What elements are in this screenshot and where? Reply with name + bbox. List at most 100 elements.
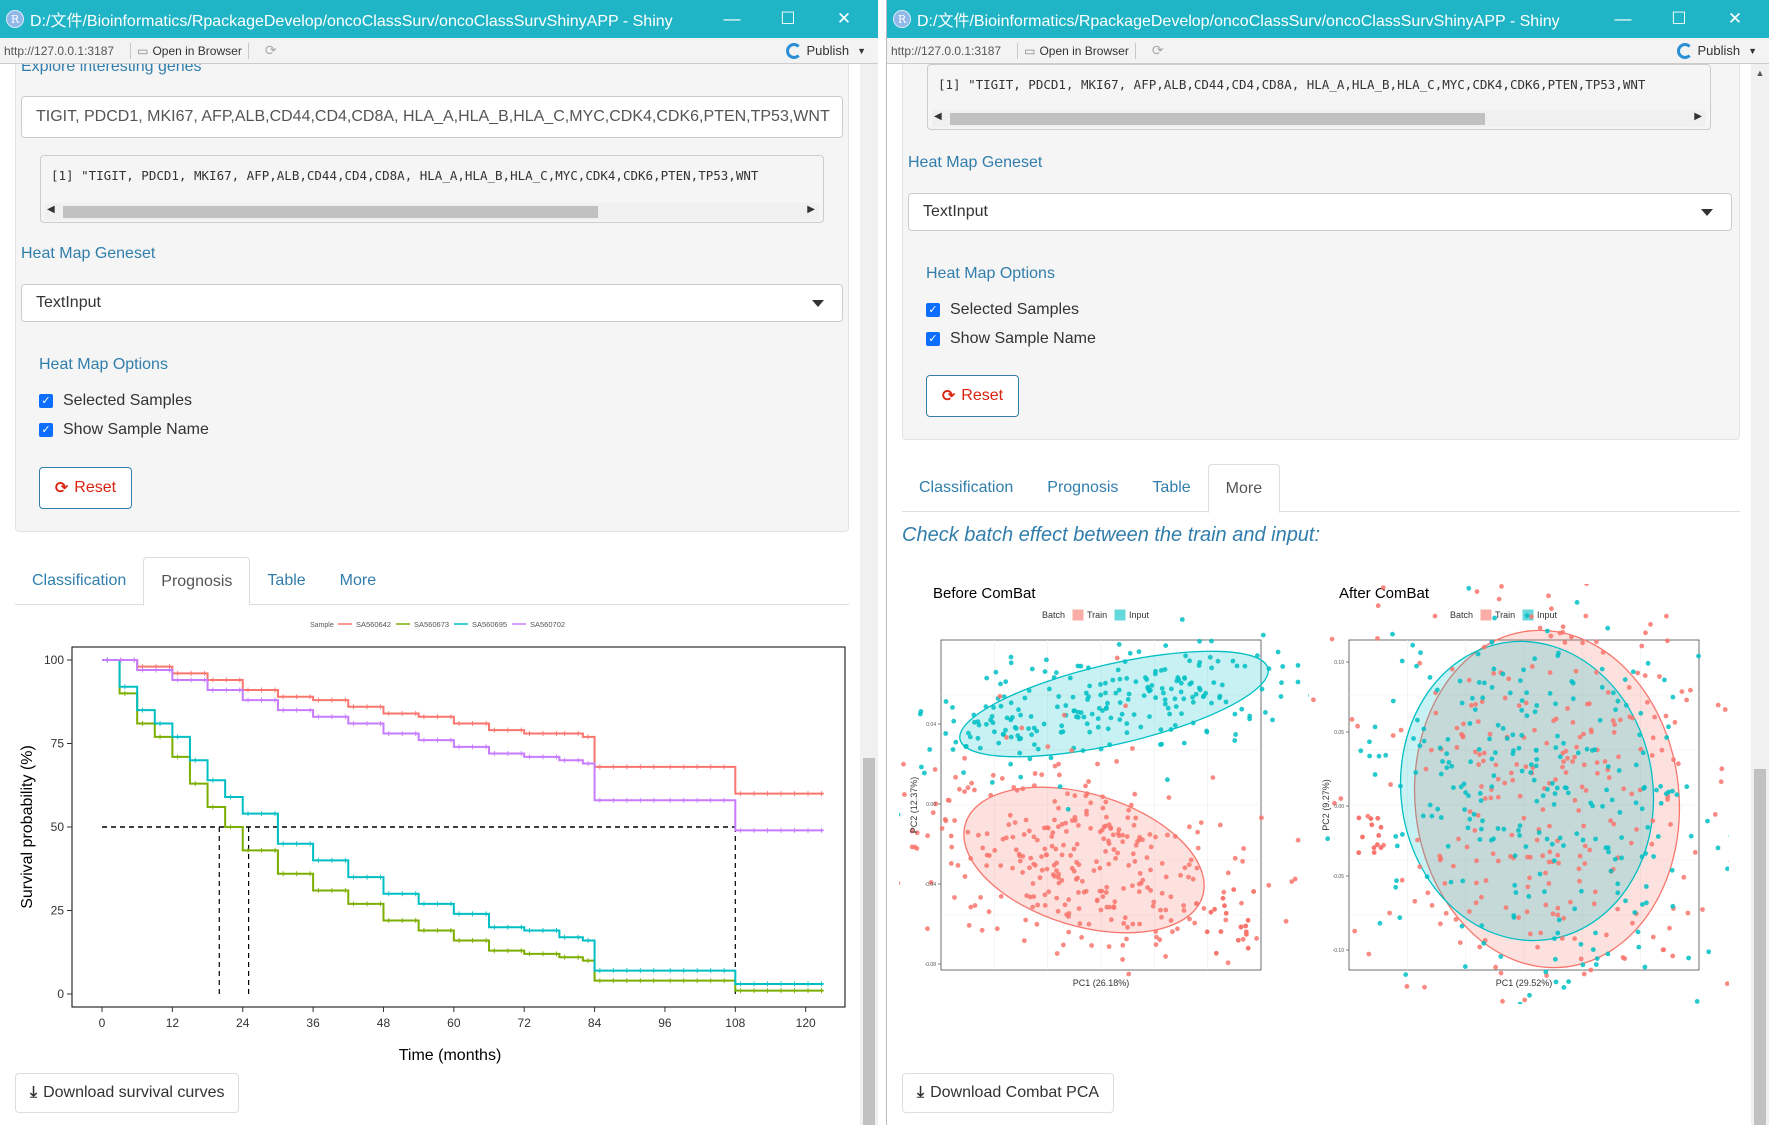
publish-button[interactable]: Publish ▼ <box>786 42 866 59</box>
download-pca-button[interactable]: ⤓ Download Combat PCA <box>902 1073 1115 1113</box>
minimize-icon[interactable]: — <box>1614 9 1632 28</box>
batch-effect-heading: Check batch effect between the train and… <box>902 524 1321 546</box>
scrollbar-thumb[interactable] <box>863 758 875 1125</box>
download-survival-button[interactable]: ⤓ Download survival curves <box>15 1073 240 1113</box>
close-icon[interactable]: ✕ <box>836 9 852 28</box>
maximize-icon[interactable]: ☐ <box>1671 9 1687 28</box>
scroll-right-icon[interactable]: ▶ <box>1694 111 1702 122</box>
censor-mark <box>210 677 216 683</box>
show-sample-name-checkbox[interactable]: ✓ Show Sample Name <box>39 421 209 439</box>
train-point <box>1024 893 1030 899</box>
legend-input: Input <box>1537 610 1558 620</box>
open-in-browser-button[interactable]: ▭ Open in Browser <box>137 44 242 58</box>
train-point <box>1561 915 1567 921</box>
heatmap-geneset-select[interactable]: TextInput <box>21 284 843 322</box>
censor-mark <box>413 710 419 716</box>
selected-samples-checkbox[interactable]: ✓ Selected Samples <box>39 392 192 410</box>
censor-mark <box>610 978 616 984</box>
input-point <box>1042 669 1048 674</box>
train-point <box>1360 834 1365 840</box>
tab-prognosis[interactable]: Prognosis <box>143 557 251 606</box>
censor-mark <box>751 827 757 833</box>
km-curve-SA560695 <box>102 659 824 985</box>
refresh-icon[interactable]: ⟳ <box>264 42 277 58</box>
refresh-icon[interactable]: ⟳ <box>1151 42 1164 58</box>
censor-mark <box>597 978 603 984</box>
train-point <box>1549 606 1554 612</box>
train-point <box>1295 837 1301 843</box>
minimize-icon[interactable]: — <box>723 9 741 28</box>
genes-text-input[interactable]: TIGIT, PDCD1, MKI67, AFP,ALB,CD44,CD4,CD… <box>21 96 843 138</box>
reset-button[interactable]: ⟳ Reset <box>926 375 1019 417</box>
checkbox-checked-icon[interactable]: ✓ <box>926 332 940 346</box>
checkbox-checked-icon[interactable]: ✓ <box>39 394 53 408</box>
train-point <box>1103 799 1109 805</box>
train-point <box>1059 821 1065 827</box>
train-point <box>1011 785 1017 790</box>
censor-mark <box>526 730 532 736</box>
scrollbar-thumb[interactable] <box>950 113 1485 125</box>
train-point <box>1477 944 1483 950</box>
train-point <box>1565 706 1570 711</box>
horizontal-scrollbar[interactable]: ◀ ▶ <box>932 110 1706 127</box>
tab-more[interactable]: More <box>1207 464 1281 513</box>
heatmap-geneset-select[interactable]: TextInput <box>908 193 1732 231</box>
train-point <box>1454 725 1460 731</box>
scroll-left-icon[interactable]: ◀ <box>47 204 55 215</box>
train-point <box>1154 934 1159 940</box>
tab-classification[interactable]: Classification <box>32 572 127 589</box>
vertical-scrollbar[interactable]: ▲ <box>1751 64 1769 1125</box>
vertical-scrollbar[interactable] <box>860 64 878 1125</box>
scroll-up-icon[interactable]: ▲ <box>1755 68 1765 78</box>
train-point <box>1086 779 1091 784</box>
chevron-down-icon[interactable]: ▼ <box>1748 45 1757 56</box>
reset-button[interactable]: ⟳ Reset <box>39 467 132 509</box>
close-icon[interactable]: ✕ <box>1727 9 1743 28</box>
train-point <box>988 792 994 798</box>
input-point <box>1424 874 1430 880</box>
input-point <box>1017 750 1023 756</box>
tab-prognosis[interactable]: Prognosis <box>1047 479 1119 496</box>
train-point <box>1088 825 1093 831</box>
input-point <box>1495 722 1501 728</box>
input-point <box>1008 717 1014 723</box>
input-point <box>1018 712 1023 718</box>
checkbox-checked-icon[interactable]: ✓ <box>39 423 53 437</box>
train-point <box>1496 596 1502 602</box>
train-point <box>1649 753 1655 758</box>
checkbox-checked-icon[interactable]: ✓ <box>926 303 940 317</box>
input-point <box>1239 706 1245 712</box>
maximize-icon[interactable]: ☐ <box>780 9 796 28</box>
train-point <box>1054 860 1059 866</box>
chevron-down-icon[interactable]: ▼ <box>857 45 866 56</box>
scroll-right-icon[interactable]: ▶ <box>807 204 815 215</box>
train-point <box>1643 630 1648 636</box>
tab-table[interactable]: Table <box>267 572 306 589</box>
train-point <box>1056 875 1061 880</box>
train-point <box>1240 858 1245 864</box>
censor-mark <box>597 764 603 770</box>
open-in-browser-button[interactable]: ▭ Open in Browser <box>1024 44 1129 58</box>
show-sample-name-checkbox[interactable]: ✓ Show Sample Name <box>926 330 1096 348</box>
publish-button[interactable]: Publish ▼ <box>1677 42 1757 59</box>
selected-samples-checkbox[interactable]: ✓ Selected Samples <box>926 301 1079 319</box>
input-point <box>1488 837 1494 843</box>
horizontal-scrollbar[interactable]: ◀ ▶ <box>45 203 819 220</box>
main-tabs: Classification Prognosis Table More <box>15 557 849 606</box>
scroll-left-icon[interactable]: ◀ <box>934 111 942 122</box>
censor-mark <box>483 938 489 944</box>
train-point <box>1019 725 1025 731</box>
tab-table[interactable]: Table <box>1152 479 1191 496</box>
input-point <box>1119 711 1125 717</box>
scrollbar-thumb[interactable] <box>1754 769 1766 1125</box>
train-point <box>1498 970 1504 976</box>
scrollbar-thumb[interactable] <box>63 206 598 218</box>
censor-mark <box>139 707 145 713</box>
input-point <box>1078 710 1084 715</box>
train-point <box>1563 770 1569 775</box>
input-point <box>1098 692 1104 698</box>
tab-more[interactable]: More <box>339 572 377 589</box>
tab-classification[interactable]: Classification <box>919 479 1014 496</box>
train-point <box>1098 907 1104 913</box>
train-point <box>1547 849 1553 855</box>
